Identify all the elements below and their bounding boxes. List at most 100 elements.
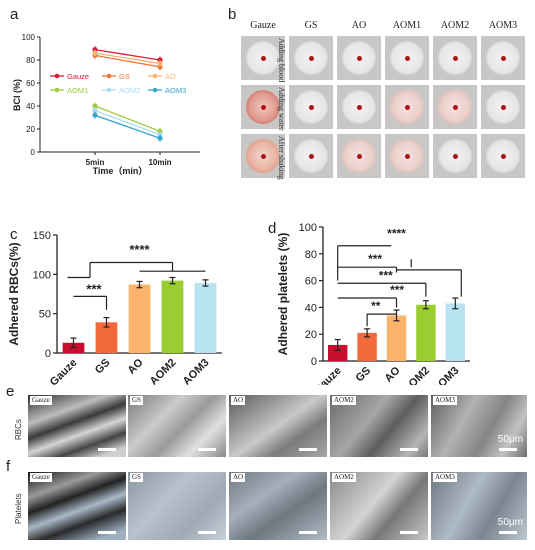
y-tick-label: 100	[33, 269, 51, 281]
sem-row-label: Platelets	[14, 493, 23, 524]
y-axis-label: BCI (%)	[12, 79, 22, 111]
scale-bar	[98, 448, 116, 451]
dish-photo	[433, 134, 477, 178]
sem-image: AO	[229, 395, 327, 457]
sem-image: AOM2	[330, 472, 428, 540]
sig-label: ***	[86, 281, 102, 296]
scale-bar	[299, 531, 317, 534]
panel-letter-f: f	[6, 458, 11, 475]
sem-image-grid: RBCs Gauze GS AO AOM2 AOM3 50μm Platelets Gauze G…	[0, 385, 535, 550]
series-line-ao	[94, 52, 161, 65]
sample-spot	[501, 56, 506, 61]
data-point	[92, 112, 98, 118]
bar-ao	[386, 315, 407, 361]
sem-image: GS	[128, 395, 226, 457]
legend-marker	[106, 73, 112, 79]
sample-spot	[357, 56, 362, 61]
legend-label: AOM3	[165, 86, 186, 95]
photo-column-label: AOM3	[488, 20, 518, 31]
bar-gs	[357, 332, 377, 361]
y-tick-label: 60	[305, 276, 317, 288]
y-tick-label: 40	[305, 302, 317, 314]
bar-aom2	[161, 280, 184, 353]
adhered-rbcs-bar-chart: 0 50 100 150 Gauze GS AO AOM2 AOM3 Adhered RBCs(%…	[7, 230, 222, 385]
dish-photo	[289, 134, 333, 178]
panel-letter-e: e	[6, 383, 15, 400]
legend-label: AOM2	[119, 86, 140, 95]
dish-photo	[241, 134, 285, 178]
bar-gauze	[327, 344, 348, 361]
sem-image-label: AOM2	[332, 396, 356, 405]
bar-aom3	[445, 303, 466, 361]
sem-row-label: RBCs	[14, 419, 23, 440]
sample-spot	[501, 154, 506, 159]
x-tick-label: 5min	[86, 158, 105, 167]
data-point	[157, 60, 163, 67]
sem-image-label: AO	[231, 396, 246, 405]
dish-photo	[337, 85, 381, 129]
y-tick-label: 0	[45, 348, 51, 360]
x-tick-label: AOM2	[148, 357, 179, 385]
y-tick-label: 100	[22, 33, 36, 42]
series-line-gs	[94, 54, 161, 68]
data-point	[92, 103, 98, 109]
sig-label: ***	[379, 268, 393, 282]
sample-spot	[309, 56, 314, 61]
series-line-aom2	[94, 109, 161, 136]
x-tick-label: Gauze	[48, 357, 80, 385]
sem-image: AOM2	[330, 395, 428, 457]
y-tick-label: 20	[305, 329, 317, 341]
scale-bar	[400, 531, 418, 534]
dish-photo	[385, 85, 429, 129]
photo-column-label: GS	[304, 20, 318, 31]
scale-bar	[499, 448, 517, 451]
sem-image-label: GS	[130, 396, 143, 405]
dish-photo	[337, 134, 381, 178]
sem-image: Gauze	[28, 395, 126, 457]
dish-photo	[433, 36, 477, 80]
dish-photo	[481, 85, 525, 129]
x-tick-label: 10min	[148, 158, 171, 167]
legend-label: AO	[165, 72, 176, 81]
sem-image-label: AOM2	[332, 473, 356, 482]
sem-image: AOM3 50μm	[431, 472, 527, 540]
sig-label: ***	[390, 283, 404, 297]
scale-bar	[400, 448, 418, 451]
legend-label: AOM1	[67, 86, 88, 95]
sem-image-label: AOM3	[433, 473, 457, 482]
bar-aom3	[194, 282, 217, 353]
y-axis-label: Adhered platelets (%)	[276, 233, 290, 356]
photo-column-label: AOM2	[440, 20, 470, 31]
legend-label: GS	[119, 72, 130, 81]
y-axis-label: Adhered RBCs(%)	[7, 242, 21, 345]
dish-photo	[481, 134, 525, 178]
sample-spot	[357, 154, 362, 159]
sample-spot	[309, 154, 314, 159]
y-tick-label: 0	[311, 356, 317, 368]
sem-image: GS	[128, 472, 226, 540]
sem-image: AOM3 50μm	[431, 395, 527, 457]
sample-spot	[501, 105, 506, 110]
dish-photo	[241, 85, 285, 129]
sem-image-label: AOM3	[433, 396, 457, 405]
dish-photo	[289, 85, 333, 129]
dish-photo	[433, 85, 477, 129]
photo-row-label: After shaking	[277, 136, 286, 180]
panel-letter-a: a	[10, 6, 19, 23]
x-tick-label: AO	[125, 356, 145, 376]
sample-spot	[453, 56, 458, 61]
hemostasis-photo-grid: Gauze GS AO AOM1 AOM2 AOM3 Adding blood Adding …	[0, 0, 535, 180]
sem-image: Gauze	[28, 472, 126, 540]
y-tick-label: 150	[33, 230, 51, 242]
y-tick-label: 80	[305, 249, 317, 261]
sample-spot	[405, 56, 410, 61]
x-tick-label: AOM3	[430, 365, 461, 385]
legend-marker	[152, 87, 158, 93]
series-line-aom3	[94, 114, 161, 139]
y-tick-label: 40	[26, 102, 35, 111]
sample-spot	[261, 105, 266, 110]
legend-marker	[152, 73, 158, 79]
panel-letter-d: d	[268, 220, 277, 237]
x-tick-label: AO	[382, 364, 402, 384]
